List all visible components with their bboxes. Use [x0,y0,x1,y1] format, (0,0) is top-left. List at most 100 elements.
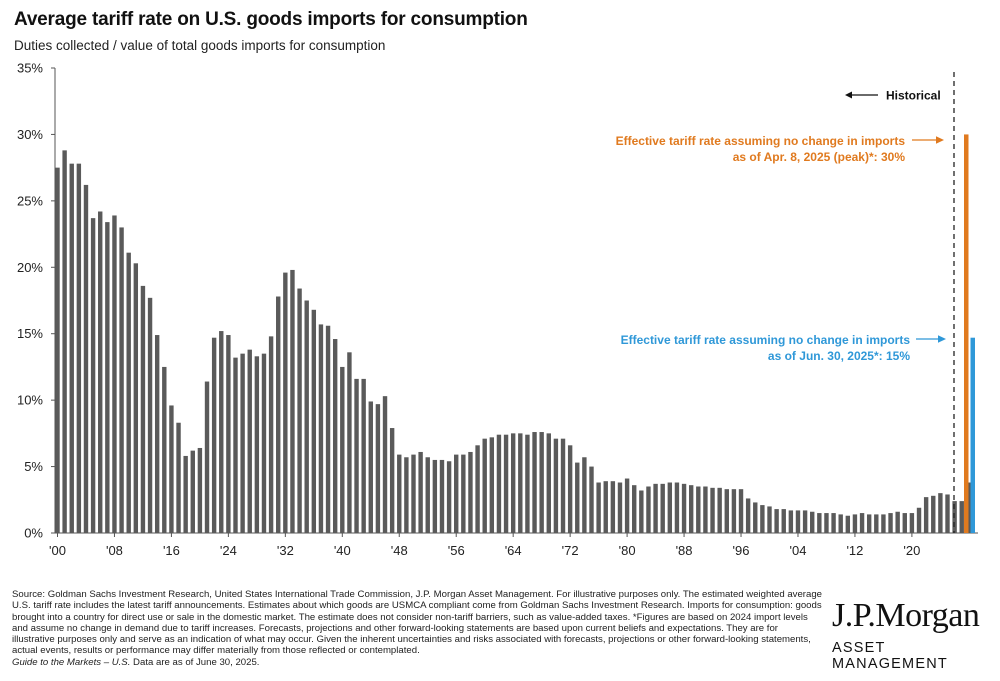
y-tick-label: 20% [17,260,43,275]
y-tick-label: 10% [17,393,43,408]
y-axis: 0% 5% 10% 15% 20% 25% 30% 35% [17,61,56,541]
x-tick-label: '72 [562,543,579,558]
bar-2005 [802,510,808,533]
bar-1978 [610,481,616,533]
bar-1959 [475,445,480,533]
x-tick-label: '56 [448,543,465,558]
bar-2020 [909,513,915,533]
bar-1907 [105,222,110,534]
y-tick-label: 0% [24,526,43,541]
bar-1937 [318,324,324,533]
x-tick-label: '48 [391,543,408,558]
bar-2017 [888,513,893,533]
bar-1991 [703,486,708,533]
bar-1970 [553,438,559,533]
bar-2013 [859,513,865,533]
bar-2011 [845,515,851,533]
bar-1914 [154,335,160,533]
bar-1912 [140,285,146,533]
bar-1966 [525,434,530,533]
bar-1931 [276,296,281,533]
bar-1909 [119,227,124,533]
bar-1993 [717,487,722,533]
annotations: Historical Effective tariff rate assuming… [616,72,955,533]
bar-1954 [439,459,445,533]
bar-1997 [745,498,751,533]
orange-arrow-icon [936,136,944,144]
bar-1984 [653,483,658,533]
bar-apr-2025-peak [964,134,969,533]
bar-1903 [76,163,82,533]
bar-1921 [204,381,210,533]
bar-1924 [226,335,231,533]
bar-1923 [219,331,224,533]
bar-1971 [560,438,566,533]
y-tick-label: 15% [17,326,43,341]
x-axis: '00 '08 '16 '24 '32 '40 '48 '56 '64 '72 '80 '88 '96 '… [49,532,978,558]
y-tick-label: 25% [17,193,43,208]
historical-label: Historical [886,89,941,103]
orange-annotation-line2: as of Apr. 8, 2025 (peak)*: 30% [733,150,906,164]
bar-2016 [881,514,886,533]
bar-1980 [624,478,630,533]
bar-1992 [710,487,715,533]
bar-1994 [724,489,729,533]
bar-2028 [966,482,972,533]
bar-1942 [354,378,359,533]
bar-1906 [98,211,103,534]
bar-1939 [332,339,338,533]
bar-2018 [895,511,900,533]
bar-1933 [290,269,295,533]
jpmorgan-logo: J.P.Morgan ASSET MANAGEMENT [832,597,992,673]
bar-1950 [411,454,416,533]
bar-2000 [767,506,772,533]
bar-2012 [852,514,858,533]
bar-1987 [674,482,680,533]
bar-1967 [532,432,537,533]
bar-1934 [297,288,302,533]
bar-2014 [866,514,872,533]
source-text: Source: Goldman Sachs Investment Researc… [12,589,823,657]
bar-1935 [304,300,309,533]
bar-1945 [375,404,381,533]
bar-1911 [133,263,139,533]
bar-2001 [774,509,779,533]
logo-wordmark: J.P.Morgan [832,597,980,634]
bar-2002 [781,509,786,533]
bar-1928 [254,356,260,533]
x-tick-label: '00 [49,543,66,558]
bar-1944 [368,401,373,533]
guide-title: Guide to the Markets – U.S. [12,656,131,668]
orange-annotation-line1: Effective tariff rate assuming no change… [616,134,906,148]
bar-1925 [233,357,238,533]
bar-1901 [62,150,67,533]
bar-1989 [688,485,694,533]
bar-jun-2025 [970,337,975,533]
blue-arrow-icon [938,335,946,343]
bar-1936 [311,309,317,533]
bar-1919 [190,450,195,533]
bar-1948 [397,454,402,533]
bar-1943 [361,378,366,533]
x-tick-label: '64 [505,543,522,558]
bar-1965 [518,433,523,533]
bar-1947 [389,428,395,533]
bar-1986 [667,482,673,533]
bar-1962 [496,434,502,533]
x-tick-label: '32 [277,543,294,558]
blue-annotation-line1: Effective tariff rate assuming no change… [621,333,911,347]
bar-1999 [760,505,765,533]
logo-tagline: ASSET MANAGEMENT [832,640,948,672]
x-tick-label: '12 [846,543,863,558]
x-tick-label: '88 [676,543,693,558]
bar-1958 [468,451,473,533]
bar-2006 [810,511,815,533]
bar-1916 [169,405,174,533]
historical-arrow-icon [845,91,852,99]
bar-2019 [902,513,907,533]
bar-1961 [489,437,495,533]
x-tick-label: '40 [334,543,351,558]
bar-1929 [261,353,267,533]
bar-1960 [482,438,487,533]
bar-1900 [55,167,60,533]
